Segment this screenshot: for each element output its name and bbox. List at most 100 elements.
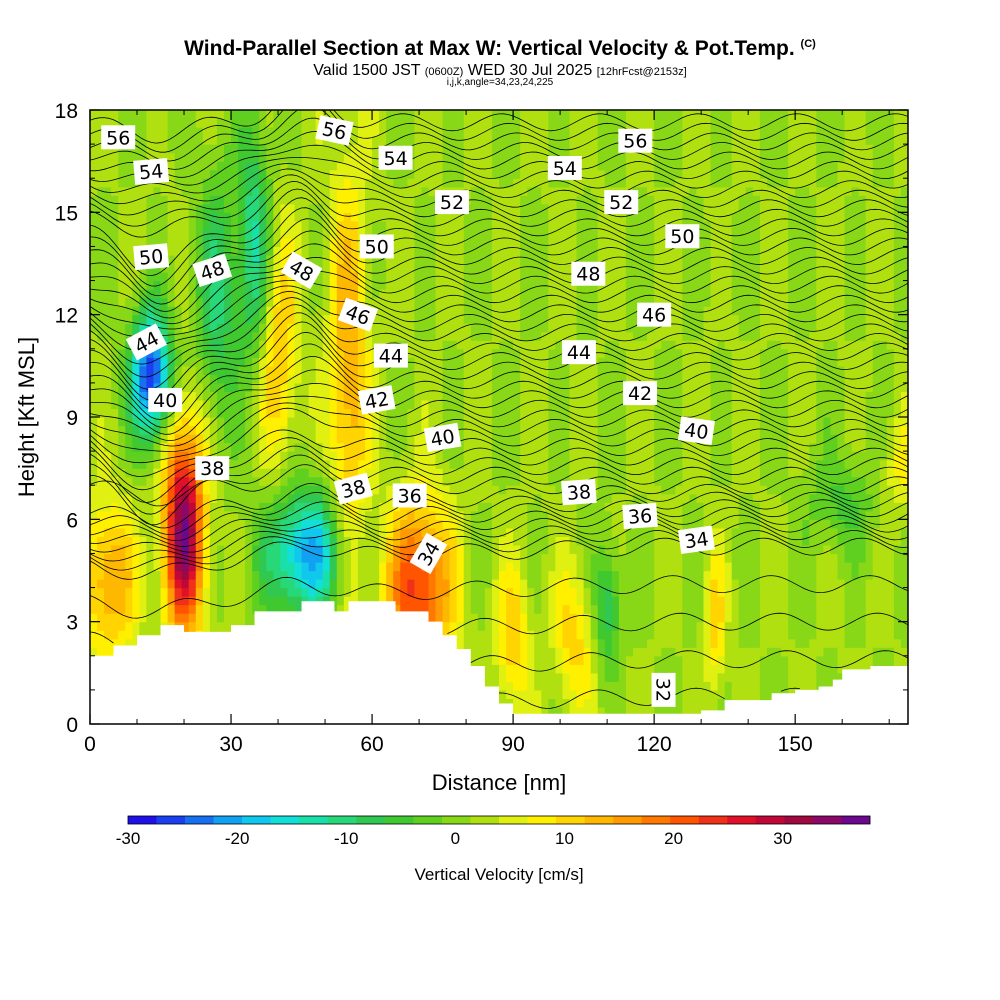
heatmap-cell [188,280,197,290]
heatmap-cell [555,365,564,375]
heatmap-cell [329,519,338,529]
heatmap-cell [428,485,437,495]
heatmap-cell [167,417,176,427]
heatmap-cell [301,306,310,316]
heatmap-cell [223,587,232,597]
heatmap-cell [527,220,535,230]
heatmap-cell [569,638,578,648]
heatmap-cell [202,374,211,384]
heatmap-cell [118,348,126,358]
heatmap-cell [463,323,472,333]
heatmap-cell [442,596,451,606]
heatmap-cell [280,220,289,230]
heatmap-cell [90,220,98,230]
heatmap-cell [146,493,155,503]
heatmap-cell [491,169,500,179]
heatmap-cell [146,510,155,520]
heatmap-cell [449,357,458,367]
heatmap-cell [245,417,253,427]
heatmap-cell [181,451,190,461]
heatmap-cell [118,553,126,563]
heatmap-cell [301,510,310,520]
heatmap-cell [195,425,204,435]
heatmap-cell [421,306,430,316]
heatmap-cell [428,331,437,341]
heatmap-cell [181,613,190,623]
heatmap-cell [216,237,225,248]
heatmap-cell [569,647,578,657]
heatmap-cell [484,527,493,537]
heatmap-cell [315,297,324,307]
heatmap-cell [534,698,542,708]
heatmap-cell [266,459,274,469]
heatmap-cell [477,161,486,171]
heatmap-cell [132,323,140,333]
heatmap-cell [160,579,169,589]
heatmap-cell [188,587,197,597]
heatmap-cell [421,127,430,137]
heatmap-cell [400,203,408,213]
heatmap-cell [506,570,514,580]
heatmap-cell [548,306,557,316]
heatmap-cell [343,587,352,597]
heatmap-cell [393,246,401,256]
heatmap-cell [308,169,317,179]
heatmap-cell [252,493,260,503]
heatmap-cell [393,374,401,384]
heatmap-cell [386,544,394,555]
heatmap-cell [125,638,133,648]
heatmap-cell [491,519,500,529]
heatmap-cell [435,178,444,188]
heatmap-cell [301,357,310,367]
heatmap-cell [470,561,479,572]
heatmap-cell [400,399,408,410]
heatmap-cell [132,561,140,572]
heatmap-cell [294,169,303,179]
heatmap-cell [329,348,338,358]
heatmap-cell [541,382,549,393]
heatmap-cell [308,561,317,572]
heatmap-cell [541,476,549,486]
heatmap-cell [231,561,239,572]
heatmap-cell [181,203,190,213]
heatmap-cell [470,604,479,614]
heatmap-cell [259,135,267,145]
heatmap-cell [421,229,430,239]
heatmap-cell [195,195,204,205]
heatmap-cell [132,604,140,614]
heatmap-cell [266,220,274,230]
heatmap-cell [301,544,310,555]
heatmap-cell [520,110,528,120]
heatmap-cell [125,621,133,631]
heatmap-cell [167,161,176,171]
heatmap-cell [456,621,465,631]
heatmap-cell [484,553,493,563]
heatmap-cell [301,399,310,410]
heatmap-cell [252,519,260,529]
heatmap-cell [118,408,126,418]
heatmap-cell [548,561,557,572]
heatmap-cell [365,374,373,384]
heatmap-cell [456,451,465,461]
heatmap-cell [153,297,162,307]
heatmap-cell [541,485,549,495]
heatmap-cell [329,579,338,589]
heatmap-cell [139,621,148,631]
heatmap-cell [336,203,345,213]
heatmap-cell [520,698,528,708]
heatmap-cell [442,570,451,580]
heatmap-cell [259,519,267,529]
heatmap-cell [386,374,394,384]
heatmap-cell [562,374,571,384]
heatmap-cell [428,417,437,427]
heatmap-cell [245,237,253,248]
heatmap-cell [350,434,359,444]
heatmap-cell [527,604,535,614]
heatmap-cell [146,365,155,375]
heatmap-cell [315,161,324,171]
heatmap-cell [209,544,218,555]
heatmap-cell [435,561,444,572]
heatmap-cell [104,237,112,248]
heatmap-cell [520,630,528,640]
heatmap-cell [548,289,557,299]
